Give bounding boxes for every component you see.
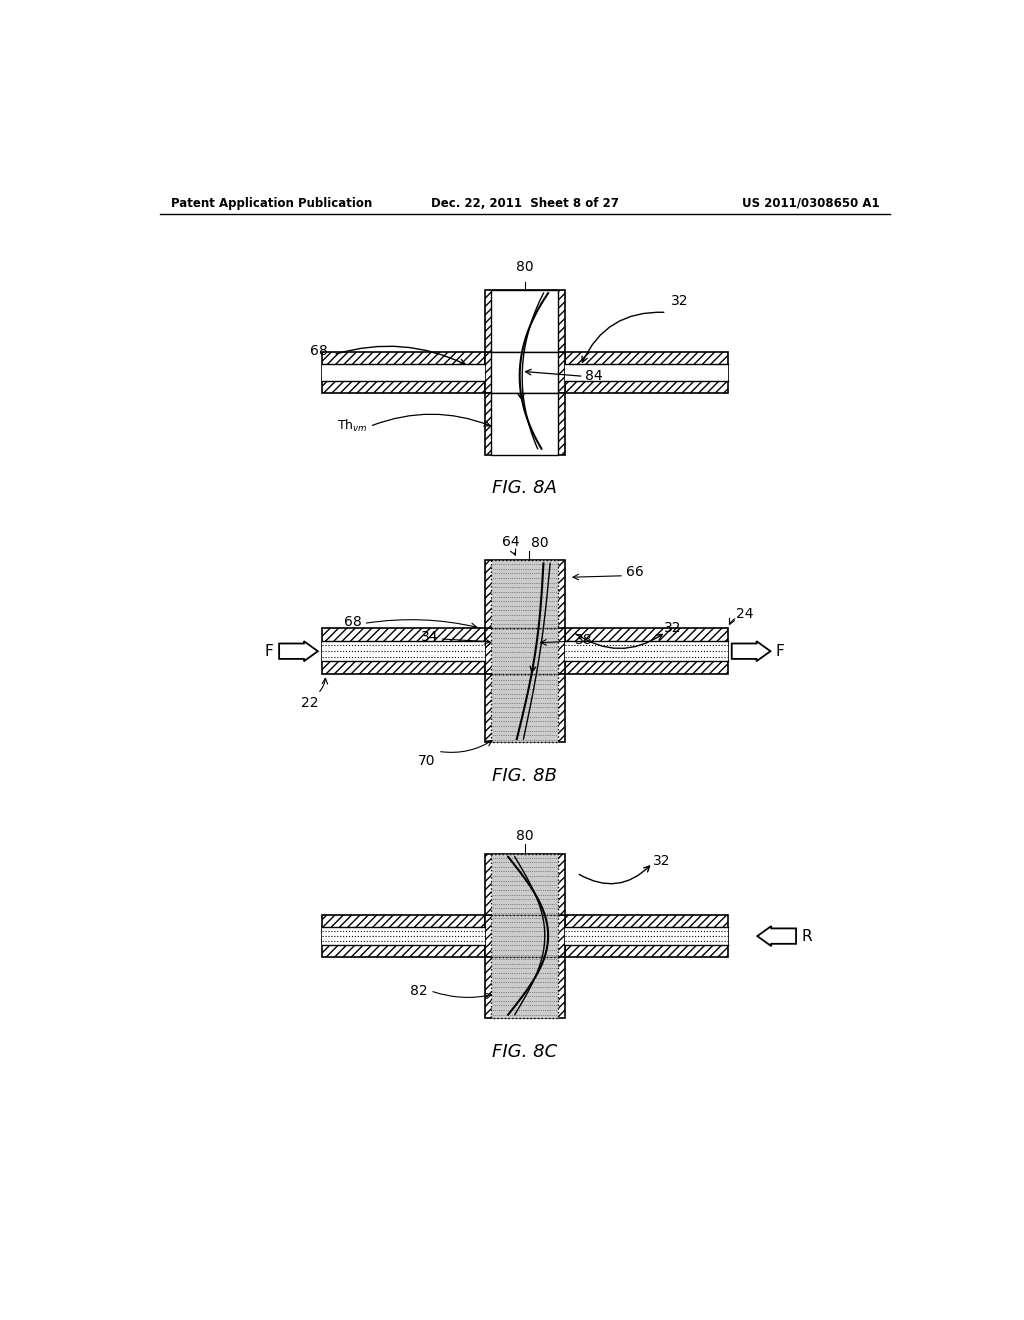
Bar	[565, 364, 728, 381]
Text: FIG. 8A: FIG. 8A	[493, 479, 557, 498]
Bar	[492, 957, 558, 1019]
FancyArrow shape	[732, 642, 770, 661]
Text: 82: 82	[411, 983, 428, 998]
Bar	[565, 915, 728, 957]
Text: 32: 32	[665, 622, 682, 635]
Bar	[322, 642, 484, 661]
Text: Patent Application Publication: Patent Application Publication	[171, 197, 372, 210]
Text: FIG. 8B: FIG. 8B	[493, 767, 557, 784]
Bar	[492, 290, 558, 351]
Text: 38: 38	[575, 632, 593, 647]
Text: 80: 80	[516, 829, 534, 843]
Bar	[484, 628, 565, 675]
Bar	[565, 642, 728, 661]
Bar	[492, 560, 558, 628]
FancyArrow shape	[758, 927, 796, 946]
Bar	[484, 957, 565, 1019]
Text: 66: 66	[626, 565, 643, 579]
Bar	[484, 675, 565, 742]
Bar	[484, 854, 565, 915]
Text: 80: 80	[531, 536, 549, 549]
Text: 70: 70	[418, 754, 435, 768]
Bar	[322, 364, 484, 381]
Text: 64: 64	[502, 535, 519, 549]
Text: 22: 22	[301, 696, 318, 710]
Bar	[492, 675, 558, 742]
Bar	[565, 928, 728, 945]
Bar	[484, 290, 565, 351]
Text: 68: 68	[344, 615, 362, 628]
Text: Dec. 22, 2011  Sheet 8 of 27: Dec. 22, 2011 Sheet 8 of 27	[431, 197, 618, 210]
Text: 68: 68	[310, 345, 328, 358]
Bar	[565, 351, 728, 393]
Text: US 2011/0308650 A1: US 2011/0308650 A1	[742, 197, 880, 210]
Text: 84: 84	[586, 370, 603, 383]
Text: 32: 32	[652, 854, 670, 869]
Bar	[322, 351, 484, 393]
Text: 80: 80	[516, 260, 534, 275]
Bar	[484, 560, 565, 628]
Bar	[484, 351, 565, 393]
Text: FIG. 8C: FIG. 8C	[493, 1043, 557, 1061]
Text: R: R	[802, 928, 812, 944]
Text: 24: 24	[735, 607, 753, 622]
Bar	[492, 393, 558, 455]
Bar	[492, 351, 558, 393]
Text: F: F	[776, 644, 784, 659]
Text: Th$_{vm}$: Th$_{vm}$	[338, 418, 369, 434]
Bar	[492, 854, 558, 915]
Text: 32: 32	[671, 294, 688, 308]
Bar	[322, 628, 484, 675]
FancyArrow shape	[280, 642, 317, 661]
Bar	[565, 628, 728, 675]
Text: F: F	[264, 644, 273, 659]
Bar	[492, 628, 558, 675]
Bar	[492, 915, 558, 957]
Bar	[484, 393, 565, 455]
Bar	[322, 928, 484, 945]
Bar	[322, 915, 484, 957]
Text: 34: 34	[421, 631, 438, 644]
Bar	[484, 915, 565, 957]
